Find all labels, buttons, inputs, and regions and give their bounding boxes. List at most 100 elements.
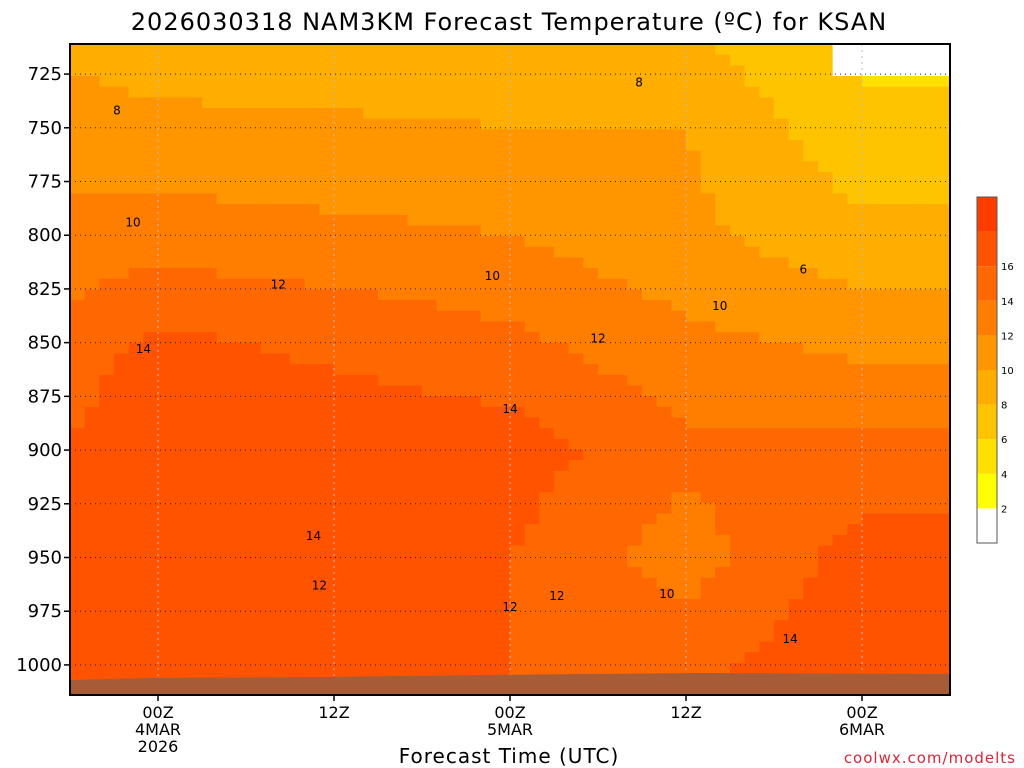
band-cell — [260, 214, 276, 227]
band-cell — [436, 588, 452, 600]
band-cell — [158, 438, 174, 451]
band-cell — [656, 214, 672, 227]
band-cell — [906, 556, 922, 568]
band-cell — [407, 396, 423, 408]
band-cell — [744, 129, 760, 141]
band-cell — [231, 65, 247, 77]
band-cell — [920, 342, 936, 355]
band-cell — [363, 417, 379, 429]
band-cell — [671, 332, 687, 344]
band-cell — [363, 502, 379, 515]
band-cell — [598, 310, 614, 323]
band-cell — [216, 470, 232, 483]
band-cell — [480, 108, 496, 120]
band-cell — [906, 652, 922, 664]
band-cell — [803, 620, 819, 632]
band-cell — [216, 566, 232, 579]
band-cell — [348, 257, 364, 269]
band-cell — [202, 481, 218, 493]
band-cell — [246, 161, 262, 173]
band-cell — [99, 449, 115, 461]
band-cell — [202, 652, 218, 664]
band-cell — [275, 588, 291, 600]
band-cell — [114, 246, 130, 259]
band-cell — [774, 44, 790, 56]
band-cell — [583, 193, 599, 205]
band-cell — [128, 577, 144, 589]
band-cell — [788, 118, 804, 130]
band-cell — [290, 236, 306, 248]
band-cell — [774, 193, 790, 205]
band-cell — [84, 214, 100, 227]
band-cell — [891, 598, 907, 611]
band-cell — [554, 108, 570, 120]
band-cell — [700, 641, 716, 653]
band-cell — [715, 492, 731, 504]
band-cell — [774, 300, 790, 312]
band-cell — [407, 129, 423, 141]
band-cell — [99, 289, 115, 301]
band-cell — [392, 460, 408, 472]
band-cell — [568, 460, 584, 472]
band-cell — [715, 406, 731, 419]
band-cell — [158, 641, 174, 653]
band-cell — [656, 289, 672, 301]
band-cell — [524, 556, 540, 568]
band-cell — [598, 257, 614, 269]
band-cell — [583, 598, 599, 611]
band-cell — [803, 65, 819, 77]
band-cell — [759, 652, 775, 664]
band-cell — [788, 641, 804, 653]
band-cell — [700, 566, 716, 579]
band-cell — [114, 97, 130, 109]
band-cell — [847, 310, 863, 323]
band-cell — [99, 556, 115, 568]
band-cell — [744, 118, 760, 130]
band-cell — [143, 598, 159, 611]
band-cell — [803, 630, 819, 643]
band-cell — [202, 609, 218, 621]
band-cell — [847, 502, 863, 515]
band-cell — [172, 342, 188, 355]
band-cell — [70, 97, 86, 109]
band-cell — [524, 310, 540, 323]
band-cell — [231, 342, 247, 355]
band-cell — [114, 502, 130, 515]
band-cell — [422, 588, 438, 600]
band-cell — [818, 65, 834, 77]
band-cell — [187, 566, 203, 579]
band-cell — [803, 140, 819, 152]
band-cell — [832, 225, 848, 237]
band-cell — [906, 65, 922, 77]
band-cell — [818, 620, 834, 632]
band-cell — [583, 630, 599, 643]
band-cell — [700, 620, 716, 632]
band-cell — [671, 460, 687, 472]
band-cell — [216, 406, 232, 419]
band-cell — [920, 364, 936, 376]
band-cell — [187, 118, 203, 130]
band-cell — [466, 310, 482, 323]
band-cell — [891, 172, 907, 184]
band-cell — [143, 182, 159, 195]
band-cell — [539, 342, 555, 355]
band-cell — [143, 161, 159, 173]
band-cell — [407, 268, 423, 280]
band-cell — [539, 182, 555, 195]
band-cell — [436, 577, 452, 589]
band-cell — [378, 524, 394, 536]
band-cell — [480, 566, 496, 579]
band-cell — [480, 364, 496, 376]
band-cell — [128, 588, 144, 600]
band-cell — [715, 588, 731, 600]
band-cell — [524, 108, 540, 120]
band-cell — [539, 321, 555, 333]
band-cell — [583, 76, 599, 88]
band-cell — [495, 438, 511, 451]
band-cell — [216, 385, 232, 397]
band-cell — [568, 588, 584, 600]
band-cell — [275, 236, 291, 248]
band-cell — [451, 278, 467, 291]
band-cell — [876, 236, 892, 248]
y-tick-label: 750 — [28, 118, 62, 139]
